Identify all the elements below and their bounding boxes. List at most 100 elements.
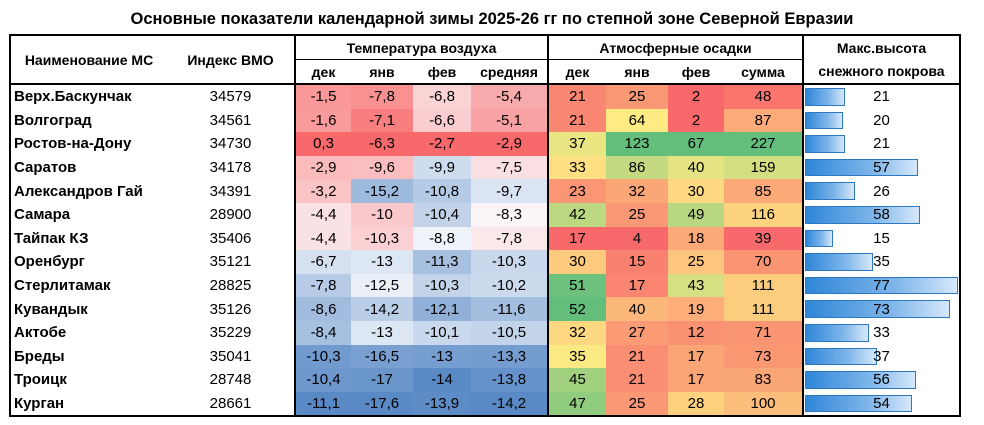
precip-feb: 25 bbox=[668, 250, 724, 274]
precip-dec: 51 bbox=[547, 273, 606, 298]
station-name: Самара bbox=[9, 202, 167, 227]
temp-mean: -7,8 bbox=[471, 226, 548, 251]
temp-mean: -10,2 bbox=[471, 273, 548, 298]
temp-feb: -10,4 bbox=[413, 202, 471, 227]
table-row: Ростов-на-Дону 34730 0,3 -6,3 -2,7 -2,9 37 123 6… bbox=[9, 132, 961, 156]
precip-jan: 27 bbox=[606, 320, 668, 345]
snow-depth-value: 21 bbox=[873, 88, 890, 106]
temp-jan: -13 bbox=[351, 250, 413, 274]
temp-mean: -14,2 bbox=[471, 391, 548, 418]
temp-jan: -7,1 bbox=[351, 108, 413, 133]
temp-feb: -6,8 bbox=[413, 84, 471, 109]
precip-jan: 25 bbox=[606, 391, 668, 418]
wmo-index: 34391 bbox=[209, 182, 252, 200]
temp-mean: -10,5 bbox=[471, 320, 548, 345]
precip-feb: 17 bbox=[668, 344, 724, 369]
wmo-index: 34579 bbox=[209, 88, 252, 106]
temp-feb: -11,3 bbox=[413, 250, 471, 274]
header-precipitation: Атмосферные осадки bbox=[547, 34, 803, 60]
table-row: Стерлитамак 28825 -7,8 -12,5 -10,3 -10,2 51 17 4… bbox=[9, 273, 961, 298]
temp-mean: -10,3 bbox=[471, 250, 548, 274]
snow-depth-bar bbox=[805, 347, 878, 366]
temp-feb: -2,7 bbox=[413, 132, 471, 156]
snow-depth-bar bbox=[805, 253, 874, 271]
temp-dec: -11,1 bbox=[294, 391, 351, 418]
table-row: Саратов 34178 -2,9 -9,6 -9,9 -7,5 33 86 40 159 57 bbox=[9, 155, 961, 180]
precip-sum: 227 bbox=[724, 132, 803, 156]
precip-jan: 15 bbox=[606, 250, 668, 274]
station-name: Верх.Баскунчак bbox=[9, 84, 167, 109]
table-row: Александров Гай 34391 -3,2 -15,2 -10,8 -9,7 23… bbox=[9, 179, 961, 203]
climate-table: Наименование МС Индекс ВМО Температура в… bbox=[9, 34, 961, 418]
table-row: Тайпак КЗ 35406 -4,4 -10,3 -8,8 -7,8 17 4 18 39 15 bbox=[9, 226, 961, 251]
station-name: Волгоград bbox=[9, 108, 167, 133]
precip-sum: 111 bbox=[724, 273, 803, 298]
precip-sum: 39 bbox=[724, 226, 803, 251]
station-name: Бреды bbox=[9, 344, 167, 369]
temp-mean: -7,5 bbox=[471, 155, 548, 180]
precip-sum: 71 bbox=[724, 320, 803, 345]
snow-depth-bar bbox=[805, 229, 834, 248]
precip-sum: 87 bbox=[724, 108, 803, 133]
precip-dec: 37 bbox=[547, 132, 606, 156]
temp-feb: -10,8 bbox=[413, 179, 471, 203]
temp-mean: -13,3 bbox=[471, 344, 548, 369]
temp-feb: -10,1 bbox=[413, 320, 471, 345]
snow-depth-cell: 20 bbox=[802, 108, 961, 133]
precip-jan: 17 bbox=[606, 273, 668, 298]
snow-depth-cell: 56 bbox=[802, 368, 961, 392]
table-row: Самара 28900 -4,4 -10 -10,4 -8,3 42 25 49 116 58 bbox=[9, 202, 961, 227]
wmo-index: 34730 bbox=[209, 135, 252, 153]
station-name: Троицк bbox=[9, 368, 167, 392]
temp-dec: -3,2 bbox=[294, 179, 351, 203]
header-wmo-index: Индекс ВМО bbox=[167, 34, 295, 85]
wmo-index: 28748 bbox=[209, 371, 252, 389]
temp-dec: -1,5 bbox=[294, 84, 351, 109]
wmo-index: 35406 bbox=[209, 229, 252, 247]
temp-feb: -13,9 bbox=[413, 391, 471, 418]
wmo-index: 28661 bbox=[167, 391, 295, 418]
temp-jan: -6,3 bbox=[351, 132, 413, 156]
temp-feb: -12,1 bbox=[413, 297, 471, 321]
precip-sum: 159 bbox=[724, 155, 803, 180]
snow-depth-cell: 57 bbox=[802, 155, 961, 180]
header-temp-jan: янв bbox=[351, 59, 413, 85]
temp-feb: -14 bbox=[413, 368, 471, 392]
snow-depth-value: 20 bbox=[873, 111, 890, 129]
precip-jan: 64 bbox=[606, 108, 668, 133]
snow-depth-value: 21 bbox=[873, 135, 890, 153]
snow-depth-cell: 37 bbox=[802, 344, 961, 369]
snow-depth-cell: 58 bbox=[802, 202, 961, 227]
precip-jan: 123 bbox=[606, 132, 668, 156]
precip-sum: 111 bbox=[724, 297, 803, 321]
temp-dec: -4,4 bbox=[294, 202, 351, 227]
snow-depth-value: 56 bbox=[873, 371, 890, 389]
temp-jan: -10 bbox=[351, 202, 413, 227]
precip-sum: 73 bbox=[724, 344, 803, 369]
table-title: Основные показатели календарной зимы 202… bbox=[130, 10, 854, 28]
precip-dec: 30 bbox=[547, 250, 606, 274]
precip-jan: 86 bbox=[606, 155, 668, 180]
station-name: Актобе bbox=[9, 320, 167, 345]
snow-depth-value: 73 bbox=[873, 300, 890, 318]
precip-sum: 85 bbox=[724, 179, 803, 203]
precip-dec: 42 bbox=[547, 202, 606, 227]
snow-depth-value: 54 bbox=[873, 395, 890, 413]
header-temperature: Температура воздуха bbox=[294, 34, 548, 60]
snow-depth-bar bbox=[805, 323, 870, 342]
precip-sum: 100 bbox=[724, 391, 803, 418]
precip-feb: 43 bbox=[668, 273, 724, 298]
temp-dec: -7,8 bbox=[294, 273, 351, 298]
header-temp-feb: фев bbox=[413, 59, 471, 85]
table-row: Верх.Баскунчак 34579 -1,5 -7,8 -6,8 -5,4 21 25 2… bbox=[9, 84, 961, 109]
precip-feb: 40 bbox=[668, 155, 724, 180]
precip-dec: 47 bbox=[547, 391, 606, 418]
snow-depth-bar bbox=[805, 205, 920, 224]
precip-feb: 19 bbox=[668, 297, 724, 321]
station-name: Стерлитамак bbox=[9, 273, 167, 298]
precip-feb: 49 bbox=[668, 202, 724, 227]
snow-depth-value: 77 bbox=[873, 277, 890, 295]
wmo-index: 35229 bbox=[209, 324, 252, 342]
snow-depth-bar bbox=[805, 182, 856, 200]
wmo-index: 35041 bbox=[209, 347, 252, 365]
